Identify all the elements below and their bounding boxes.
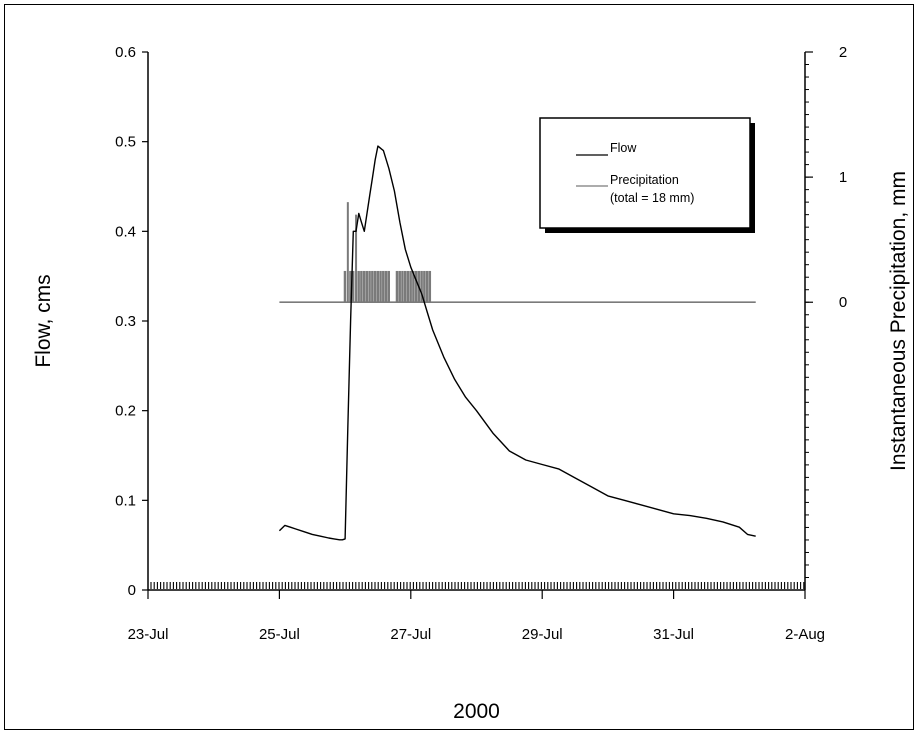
precipitation-bar (401, 270, 404, 303)
chart-frame (4, 4, 914, 730)
precipitation-bar (384, 270, 388, 303)
precipitation-bar (365, 270, 369, 303)
y-tick-label: 0.4 (115, 223, 136, 240)
precipitation-bar (409, 270, 412, 303)
flow-line (278, 145, 756, 541)
x-tick-label: 23-Jul (128, 626, 169, 643)
x-tick-label: 25-Jul (259, 626, 300, 643)
y2-tick-label: 2 (839, 44, 847, 61)
x-axis-title: 2000 (453, 700, 500, 723)
axes: 0 0.1 0.2 0.3 0.4 0.5 0.6 0 1 2 23-Jul 25-Jul 27-Jul… (115, 44, 847, 643)
precipitation-bar (406, 270, 410, 303)
flow-series (278, 145, 756, 541)
precipitation-bar (351, 270, 355, 303)
precipitation-bar (357, 270, 360, 303)
y2-axis-title: Instantaneous Precipitation, mm (887, 171, 910, 471)
precipitation-bar (414, 270, 418, 303)
y-axis-title: Flow, cms (32, 274, 55, 367)
y-tick-label: 0 (128, 582, 136, 599)
precipitation-bar (387, 270, 390, 303)
precipitation-bar (420, 270, 423, 303)
precipitation-bar (362, 270, 366, 303)
precipitation-bar (373, 270, 377, 303)
precipitation-bar (368, 270, 371, 303)
legend: Flow Precipitation (total = 18 mm) (539, 117, 755, 233)
y-tick-label: 0.1 (115, 492, 136, 509)
precipitation-bar (379, 270, 382, 303)
y-tick-label: 0.2 (115, 403, 136, 420)
y2-tick-label: 1 (839, 169, 847, 186)
precipitation-bar (412, 270, 415, 303)
precipitation-bar (403, 270, 407, 303)
precipitation-bar (428, 270, 432, 303)
x-tick-label: 2-Aug (785, 626, 825, 643)
precipitation-bar (382, 270, 385, 303)
precipitation-bar (360, 270, 363, 303)
precipitation-series (279, 202, 756, 304)
precipitation-bar (371, 270, 374, 303)
precipitation-bar (395, 270, 399, 303)
precipitation-bar (398, 270, 401, 303)
legend-box (539, 117, 751, 229)
legend-sublabel-precipitation: (total = 18 mm) (610, 191, 694, 205)
x-axis-hatch (150, 582, 805, 589)
legend-label-precipitation: Precipitation (610, 173, 679, 187)
legend-label-flow: Flow (610, 141, 637, 155)
precipitation-bar (376, 270, 380, 303)
x-tick-label: 27-Jul (390, 626, 431, 643)
y2-tick-label: 0 (839, 294, 847, 311)
x-tick-label: 31-Jul (653, 626, 694, 643)
precipitation-bar (346, 202, 349, 303)
y-tick-label: 0.6 (115, 44, 136, 61)
precipitation-bar (355, 214, 358, 303)
precipitation-bar (423, 270, 426, 303)
x-tick-label: 29-Jul (522, 626, 563, 643)
precipitation-bar (425, 270, 429, 303)
y-tick-label: 0.5 (115, 134, 136, 151)
y-tick-label: 0.3 (115, 313, 136, 330)
precipitation-bar (343, 270, 347, 303)
precipitation-bar (349, 270, 352, 303)
